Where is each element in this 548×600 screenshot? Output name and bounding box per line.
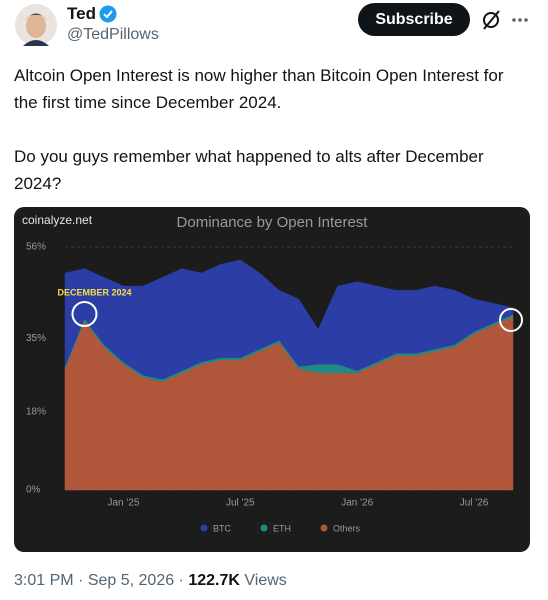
grok-icon[interactable] [483, 12, 499, 28]
x-tick-label: Jul '26 [460, 498, 489, 509]
y-tick-label: 35% [26, 333, 46, 344]
subscribe-button[interactable]: Subscribe [358, 3, 470, 36]
post-text: Altcoin Open Interest is now higher than… [14, 62, 529, 224]
verified-badge [99, 5, 117, 23]
chart-title: Dominance by Open Interest [177, 214, 369, 231]
y-tick-label: 18% [26, 407, 46, 418]
legend-label: BTC [213, 523, 232, 533]
avatar[interactable] [15, 4, 57, 46]
area [64, 259, 514, 380]
date[interactable]: Sep 5, 2026 [87, 572, 175, 589]
x-tick-label: Jan '25 [107, 498, 139, 509]
y-tick-label: 56% [26, 242, 46, 253]
more-button[interactable] [512, 18, 528, 22]
x-tick-label: Jul '25 [226, 498, 255, 509]
views-label: Views [244, 572, 287, 589]
post-meta: 3:01 PM · Sep 5, 2026 · 122.7K Views [14, 572, 287, 589]
legend-swatch [200, 524, 208, 532]
annotation: DECEMBER 2024 [57, 287, 131, 297]
header-icons [483, 10, 528, 30]
chart-image[interactable]: coinalyze.net Dominance by Open Interest… [14, 207, 530, 552]
legend-swatch [320, 524, 328, 532]
views-count: 122.7K [188, 572, 240, 589]
chart: coinalyze.net Dominance by Open Interest… [22, 213, 523, 533]
legend-label: Others [333, 523, 361, 533]
chart-source: coinalyze.net [22, 213, 93, 227]
time[interactable]: 3:01 PM [14, 572, 74, 589]
highlight-circle [499, 308, 523, 332]
handle[interactable]: @TedPillows [67, 26, 159, 43]
y-tick-label: 0% [26, 485, 41, 496]
legend-label: ETH [273, 523, 291, 533]
highlight-circle [71, 301, 98, 327]
legend-swatch [260, 524, 268, 532]
paragraph: Do you guys remember what happened to al… [14, 147, 484, 193]
display-name[interactable]: Ted [67, 4, 96, 23]
x-tick-label: Jan '26 [341, 498, 373, 509]
paragraph: Altcoin Open Interest is now higher than… [14, 66, 504, 112]
